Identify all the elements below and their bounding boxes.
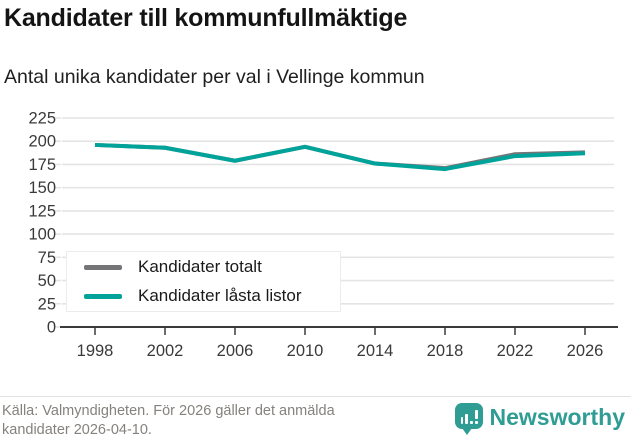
brand-name: Newsworthy bbox=[489, 404, 625, 430]
svg-text:2018: 2018 bbox=[427, 342, 464, 360]
svg-text:25: 25 bbox=[38, 295, 56, 313]
legend-label: Kandidater låsta listor bbox=[138, 286, 302, 305]
newsworthy-barchart-icon bbox=[454, 402, 483, 435]
svg-text:125: 125 bbox=[28, 202, 56, 220]
source-note-line2: kandidater 2026-04-10. bbox=[2, 422, 152, 438]
svg-text:2014: 2014 bbox=[357, 342, 394, 360]
legend-swatch-gray bbox=[84, 264, 122, 270]
svg-text:225: 225 bbox=[28, 110, 56, 128]
legend-item-total: Kandidater totalt bbox=[84, 257, 340, 277]
svg-text:2026: 2026 bbox=[567, 342, 604, 360]
svg-text:100: 100 bbox=[28, 226, 56, 244]
svg-text:175: 175 bbox=[28, 156, 56, 174]
svg-text:75: 75 bbox=[38, 249, 56, 267]
svg-text:2006: 2006 bbox=[217, 342, 254, 360]
page-title: Kandidater till kommunfullmäktige bbox=[4, 4, 408, 32]
legend-swatch-teal bbox=[84, 293, 122, 299]
svg-text:2002: 2002 bbox=[147, 342, 184, 360]
source-note: Källa: Valmyndigheten. För 2026 gäller d… bbox=[2, 402, 432, 439]
chart-subtitle: Antal unika kandidater per val i Velling… bbox=[4, 66, 425, 88]
svg-text:150: 150 bbox=[28, 179, 56, 197]
source-note-line1: Källa: Valmyndigheten. För 2026 gäller d… bbox=[2, 403, 335, 419]
newsworthy-logo: Newsworthy bbox=[454, 402, 625, 436]
svg-text:200: 200 bbox=[28, 133, 56, 151]
svg-text:50: 50 bbox=[38, 272, 56, 290]
line-chart: 0 25 50 75 100 125 150 175 200 225 1998 2002 2006 201… bbox=[28, 110, 618, 360]
svg-text:2022: 2022 bbox=[497, 342, 534, 360]
legend-label: Kandidater totalt bbox=[138, 257, 262, 276]
svg-text:2010: 2010 bbox=[287, 342, 324, 360]
legend-item-locked-lists: Kandidater låsta listor bbox=[84, 286, 340, 306]
chart-legend: Kandidater totalt Kandidater låsta listo… bbox=[66, 251, 341, 312]
svg-text:0: 0 bbox=[47, 319, 56, 337]
svg-text:1998: 1998 bbox=[77, 342, 114, 360]
footer-divider bbox=[0, 396, 631, 397]
